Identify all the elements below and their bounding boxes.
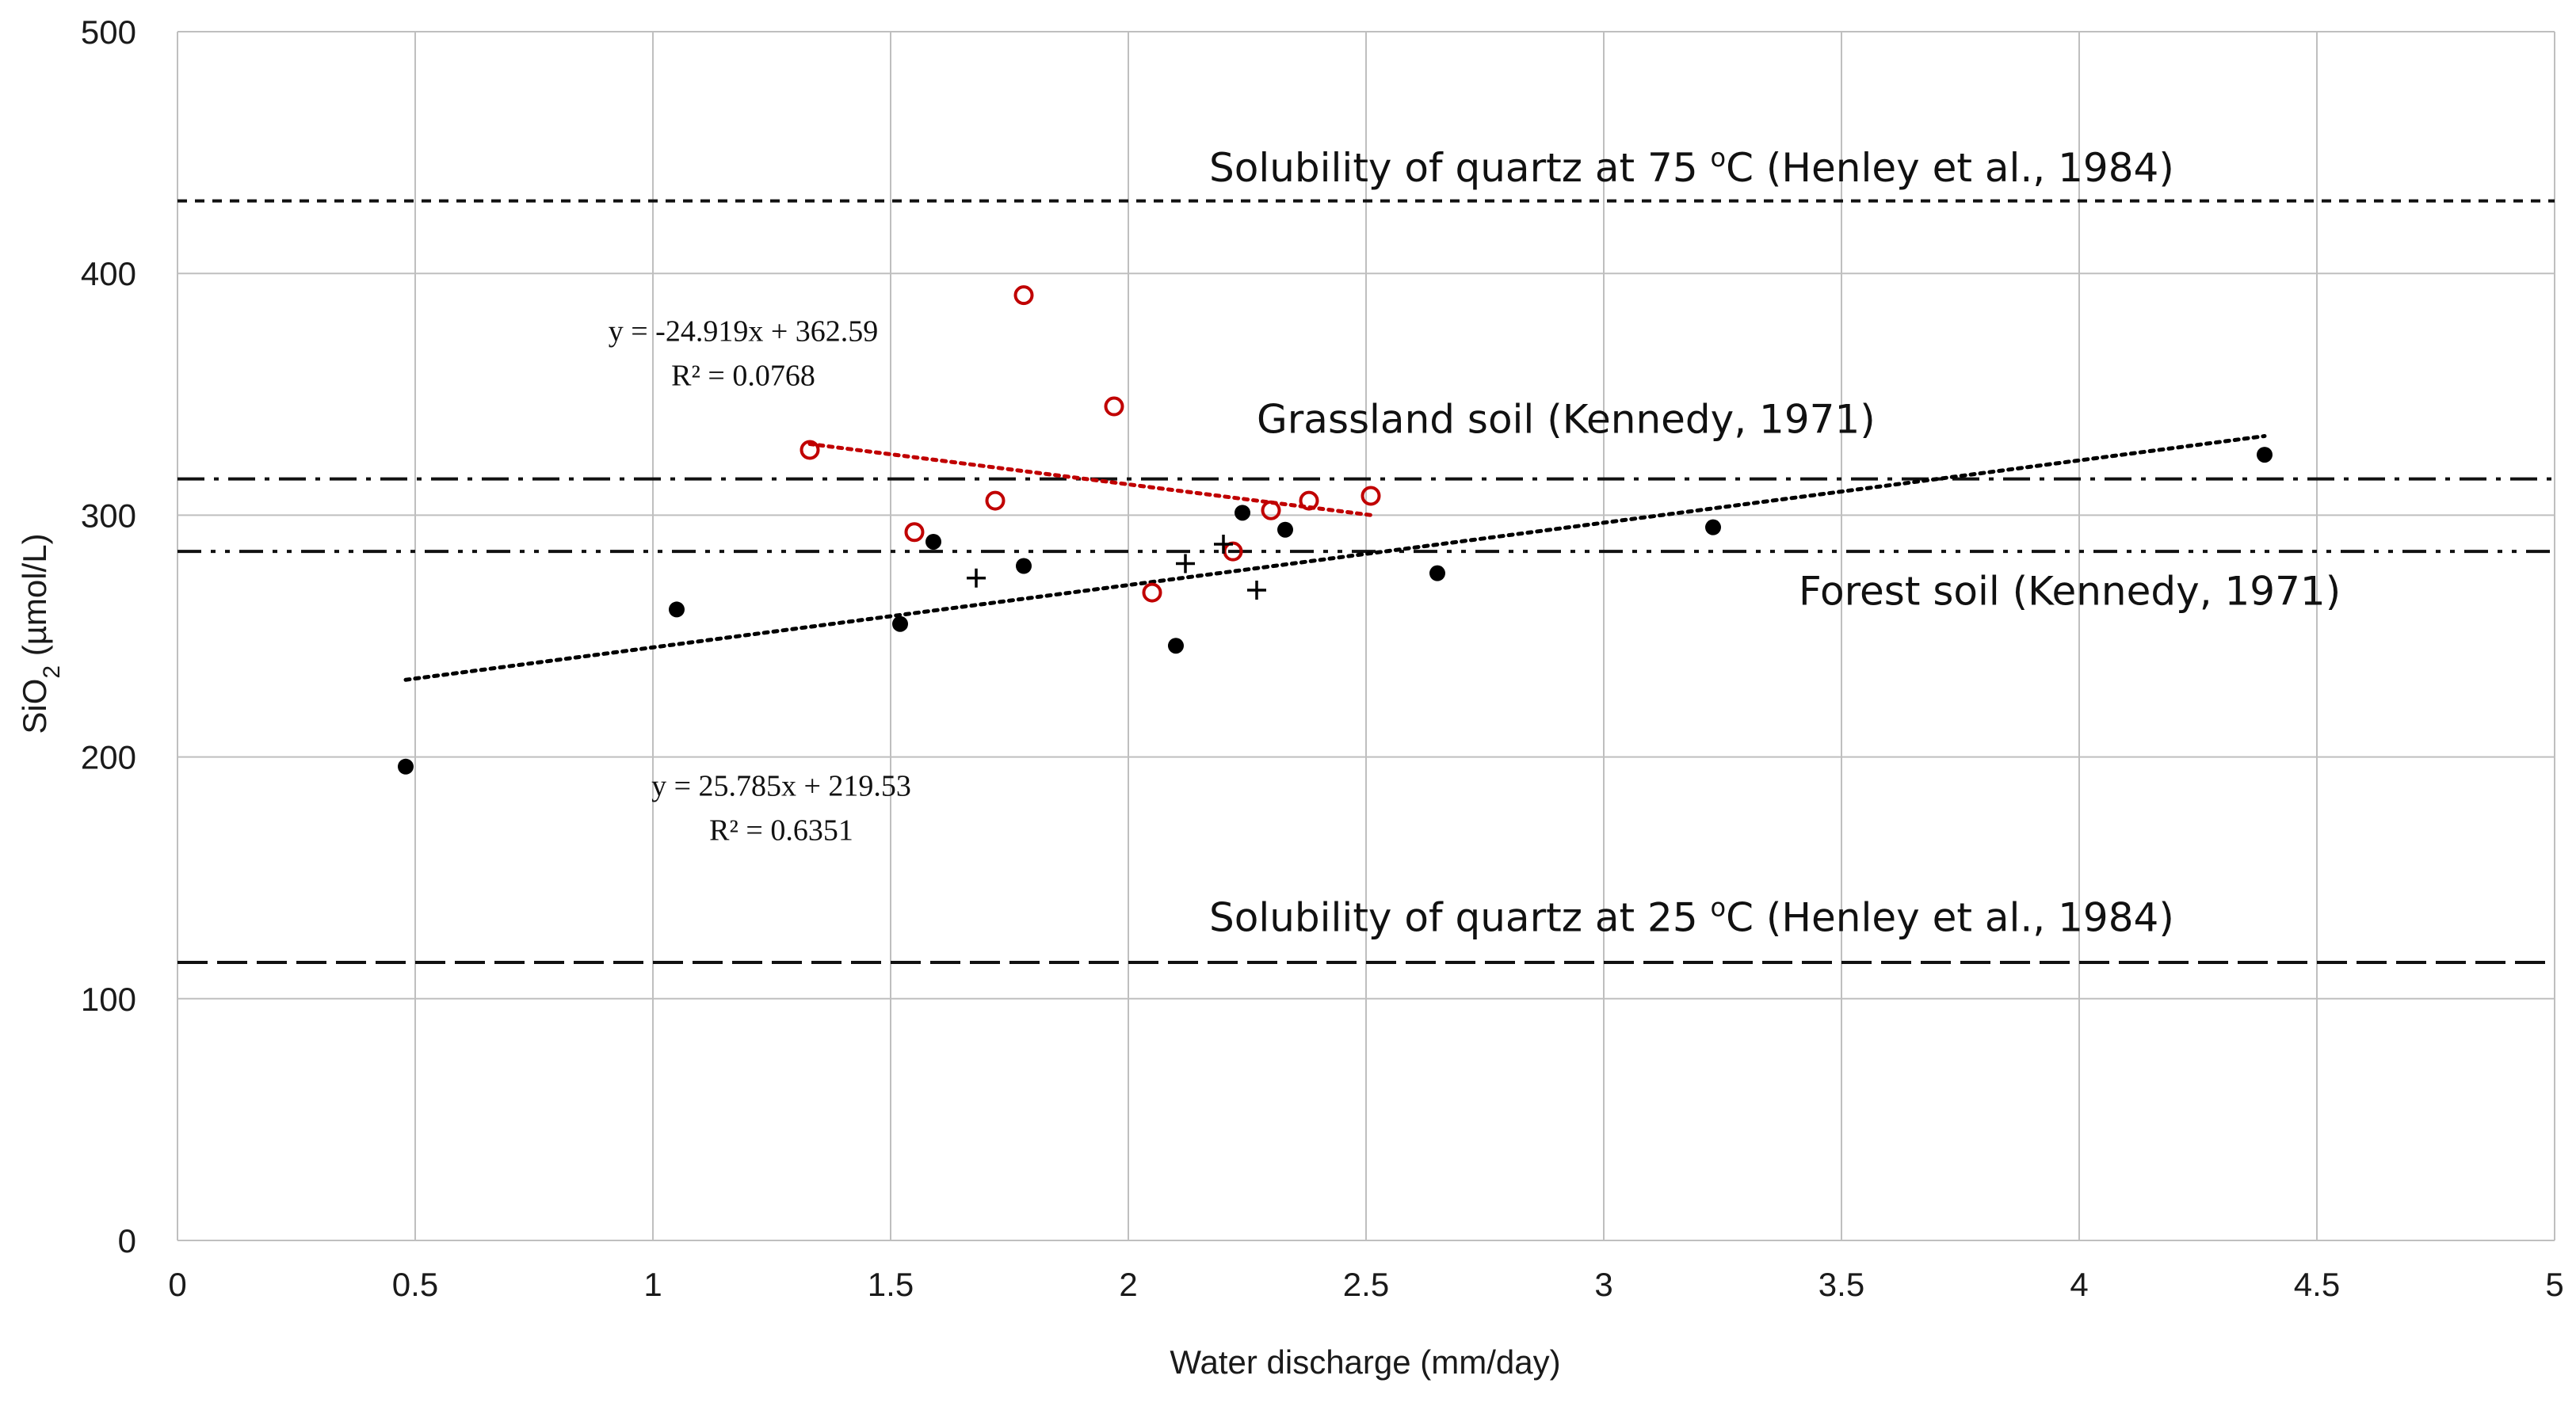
data-point-open: [800, 440, 820, 460]
data-point-filled: [1705, 519, 1721, 535]
y-tick-labels: 0 100 200 300 400 500: [81, 13, 136, 1259]
data-point-filled: [1168, 638, 1184, 654]
data-point-open: [1142, 582, 1162, 603]
data-point-filled: [1429, 565, 1445, 581]
data-point-filled: [398, 758, 414, 775]
grid-lines: [177, 31, 2555, 1241]
data-point-filled: [925, 533, 941, 550]
x-tick-label: 2: [1119, 1266, 1137, 1303]
data-point-open: [904, 522, 925, 543]
data-points: [398, 285, 2273, 775]
x-tick-label: 4: [2070, 1266, 2088, 1303]
reference-line-label: Grassland soil (Kennedy, 1971): [1257, 397, 1876, 443]
data-point-plus: [1214, 535, 1233, 554]
trendline-equation: y = -24.919x + 362.59: [609, 315, 879, 349]
x-tick-labels: 0 0.5 1 1.5 2 2.5 3 3.5 4 4.5 5: [168, 1266, 2563, 1303]
data-point-filled: [669, 601, 685, 618]
x-tick-label: 3.5: [1818, 1266, 1864, 1303]
data-point-open: [1299, 490, 1319, 511]
y-tick-label: 100: [81, 981, 136, 1018]
x-tick-label: 5: [2545, 1266, 2563, 1303]
reference-line-label: Solubility of quartz at 25 oC (Henley et…: [1209, 892, 2174, 940]
data-point-plus: [967, 568, 986, 588]
data-point-filled: [1235, 505, 1250, 521]
x-tick-label: 3: [1594, 1266, 1612, 1303]
reference-line-label: Forest soil (Kennedy, 1971): [1799, 568, 2341, 614]
trendline-r-squared: R² = 0.6351: [709, 813, 853, 847]
x-tick-label: 4.5: [2294, 1266, 2340, 1303]
data-point-plus: [1176, 554, 1195, 573]
data-point-open: [1361, 486, 1381, 506]
y-tick-label: 300: [81, 497, 136, 534]
trendline-equation: y = 25.785x + 219.53: [651, 769, 911, 802]
reference-line-label: Solubility of quartz at 75 oC (Henley et…: [1209, 143, 2174, 191]
data-point-filled: [892, 615, 908, 632]
data-point-plus: [1247, 581, 1266, 600]
trendline-equations: y = 25.785x + 219.53 R² = 0.6351 y = -24.9…: [609, 315, 911, 848]
y-tick-label: 0: [118, 1222, 136, 1259]
y-tick-label: 500: [81, 13, 136, 51]
trendline: [403, 434, 2267, 682]
x-tick-label: 0: [168, 1266, 186, 1303]
reference-lines: [177, 199, 2555, 965]
data-point-open: [985, 490, 1006, 511]
x-axis-title: Water discharge (mm/day): [1170, 1343, 1560, 1381]
x-tick-label: 2.5: [1343, 1266, 1389, 1303]
y-axis-title: SiO2 (µmol/L): [16, 533, 65, 733]
y-tick-label: 400: [81, 255, 136, 292]
data-point-open: [1013, 285, 1034, 306]
y-tick-label: 200: [81, 739, 136, 776]
data-point-open: [1104, 396, 1124, 417]
x-tick-label: 0.5: [392, 1266, 438, 1303]
data-point-open: [1261, 500, 1281, 520]
data-point-filled: [1016, 558, 1032, 574]
trendlines: [403, 434, 2267, 682]
x-tick-label: 1.5: [868, 1266, 914, 1303]
x-tick-label: 1: [643, 1266, 662, 1303]
trendline-r-squared: R² = 0.0768: [671, 360, 815, 393]
data-point-filled: [1277, 521, 1293, 538]
data-point-filled: [2257, 447, 2273, 463]
reference-line-labels: Solubility of quartz at 75 oC (Henley et…: [1209, 143, 2341, 940]
